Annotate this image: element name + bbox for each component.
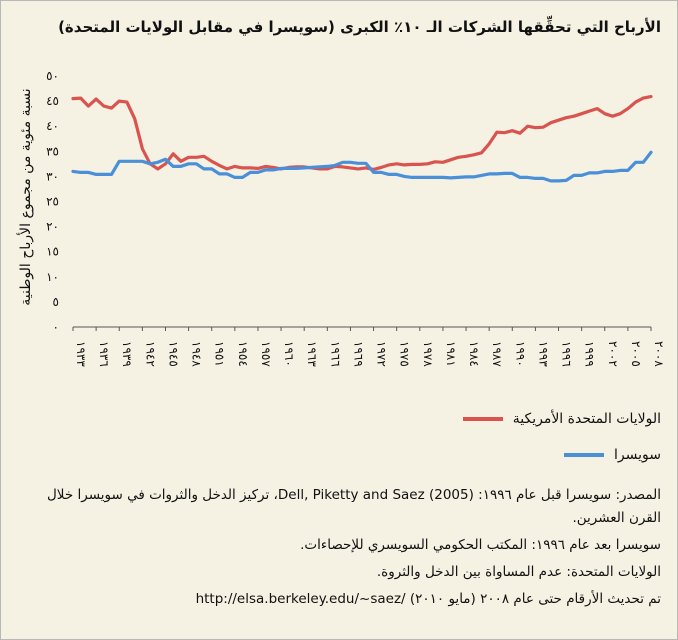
y-tick-label: ١٥ bbox=[46, 245, 59, 259]
x-tick-label: ٢٠٠٥ bbox=[629, 341, 643, 367]
y-axis-label: نسبة مئوية من مجموع الأرباح الوطنية bbox=[18, 88, 34, 306]
x-tick-label: ٢٠٠٢ bbox=[606, 341, 620, 367]
y-tick-label: ٢٠ bbox=[46, 220, 59, 234]
legend-label-us: الولايات المتحدة الأمريكية bbox=[512, 411, 661, 427]
line-chart: ٠ ٥ ١٠ ١٥ ٢٠ ٢٥ ٣٠ ٣٥ ٤٠ ٤٥ ٥٠ ١٩٣٣ ١٩٣٦ ١٩٣٩ ١٩٤٢ ١٩٤٥… bbox=[46, 69, 666, 367]
y-tick-label: ٤٥ bbox=[46, 94, 59, 108]
y-tick-label: ٥٠ bbox=[46, 69, 59, 83]
series-line-switzerland bbox=[71, 150, 653, 183]
x-tick-label: ١٩٨٧ bbox=[490, 341, 504, 367]
source-note-4: تم تحديث الأرقام حتى عام ٢٠٠٨ (مايو ٢٠١٠… bbox=[195, 591, 661, 607]
x-tick-label: ١٩٤٢ bbox=[143, 341, 157, 367]
x-tick-label: ١٩٩٩ bbox=[583, 341, 597, 367]
x-tick-label: ١٩٣٦ bbox=[97, 341, 111, 367]
y-tick-label: ٤٠ bbox=[46, 119, 59, 133]
y-tick-label: ٥ bbox=[53, 295, 59, 309]
x-tick-label: ١٩٨٤ bbox=[467, 341, 481, 367]
x-tick-label: ٢٠٠٨ bbox=[652, 341, 666, 367]
x-tick-label: ١٩٥١ bbox=[213, 341, 227, 367]
x-tick-label: ١٩٦٩ bbox=[351, 341, 365, 367]
y-tick-label: ١٠ bbox=[46, 270, 59, 284]
x-tick-label: ١٩٥٧ bbox=[259, 341, 273, 367]
x-tick-label: ١٩٦٠ bbox=[282, 341, 296, 367]
x-tick-label: ١٩٨١ bbox=[444, 341, 458, 367]
x-tick-label: ١٩٤٨ bbox=[190, 341, 204, 367]
y-tick-label: ٣٥ bbox=[46, 144, 59, 158]
x-tick-label: ١٩٦٣ bbox=[305, 341, 319, 367]
source-note-3: الولايات المتحدة: عدم المساواة بين الدخل… bbox=[376, 564, 661, 580]
legend-item-ch: سويسرا bbox=[564, 447, 661, 463]
x-tick-label: ١٩٩٠ bbox=[513, 341, 527, 367]
legend-item-us: الولايات المتحدة الأمريكية bbox=[462, 411, 661, 427]
x-tick-label: ١٩٤٥ bbox=[166, 341, 180, 367]
x-tick-label: ١٩٣٩ bbox=[120, 341, 134, 367]
x-tick-label: ١٩٧٢ bbox=[375, 341, 389, 367]
series-line-us bbox=[71, 94, 653, 171]
x-tick-label: ١٩٧٥ bbox=[398, 341, 412, 367]
y-tick-label: ٣٠ bbox=[46, 169, 59, 183]
legend-swatch-us bbox=[462, 417, 503, 421]
y-tick-label: ٢٥ bbox=[46, 195, 59, 209]
x-tick-label: ١٩٩٦ bbox=[560, 341, 574, 367]
x-tick-label: ١٩٥٤ bbox=[236, 341, 250, 367]
x-tick-label: ١٩٩٣ bbox=[536, 341, 550, 367]
chart-area: ٠ ٥ ١٠ ١٥ ٢٠ ٢٥ ٣٠ ٣٥ ٤٠ ٤٥ ٥٠ ١٩٣٣ ١٩٣٦ ١٩٣٩ ١٩٤٢ ١٩٤٥… bbox=[1, 1, 677, 401]
source-note-2: سويسرا بعد عام ١٩٩٦: المكتب الحكومي السو… bbox=[300, 537, 661, 553]
legend-swatch-ch bbox=[564, 453, 605, 457]
source-note-1: المصدر: سويسرا قبل عام ١٩٩٦: Dell, Piket… bbox=[47, 487, 661, 526]
chart-title: الأرباح التي تحقِّقها الشركات الـ ١٠٪ ال… bbox=[58, 18, 661, 36]
x-tick-label: ١٩٣٣ bbox=[74, 341, 88, 367]
legend-label-ch: سويسرا bbox=[614, 447, 661, 463]
y-tick-label: ٠ bbox=[53, 320, 59, 334]
source-notes: المصدر: سويسرا قبل عام ١٩٩٦: Dell, Piket… bbox=[15, 484, 661, 615]
x-tick-label: ١٩٧٨ bbox=[421, 341, 435, 367]
x-tick-label: ١٩٦٦ bbox=[328, 341, 342, 367]
